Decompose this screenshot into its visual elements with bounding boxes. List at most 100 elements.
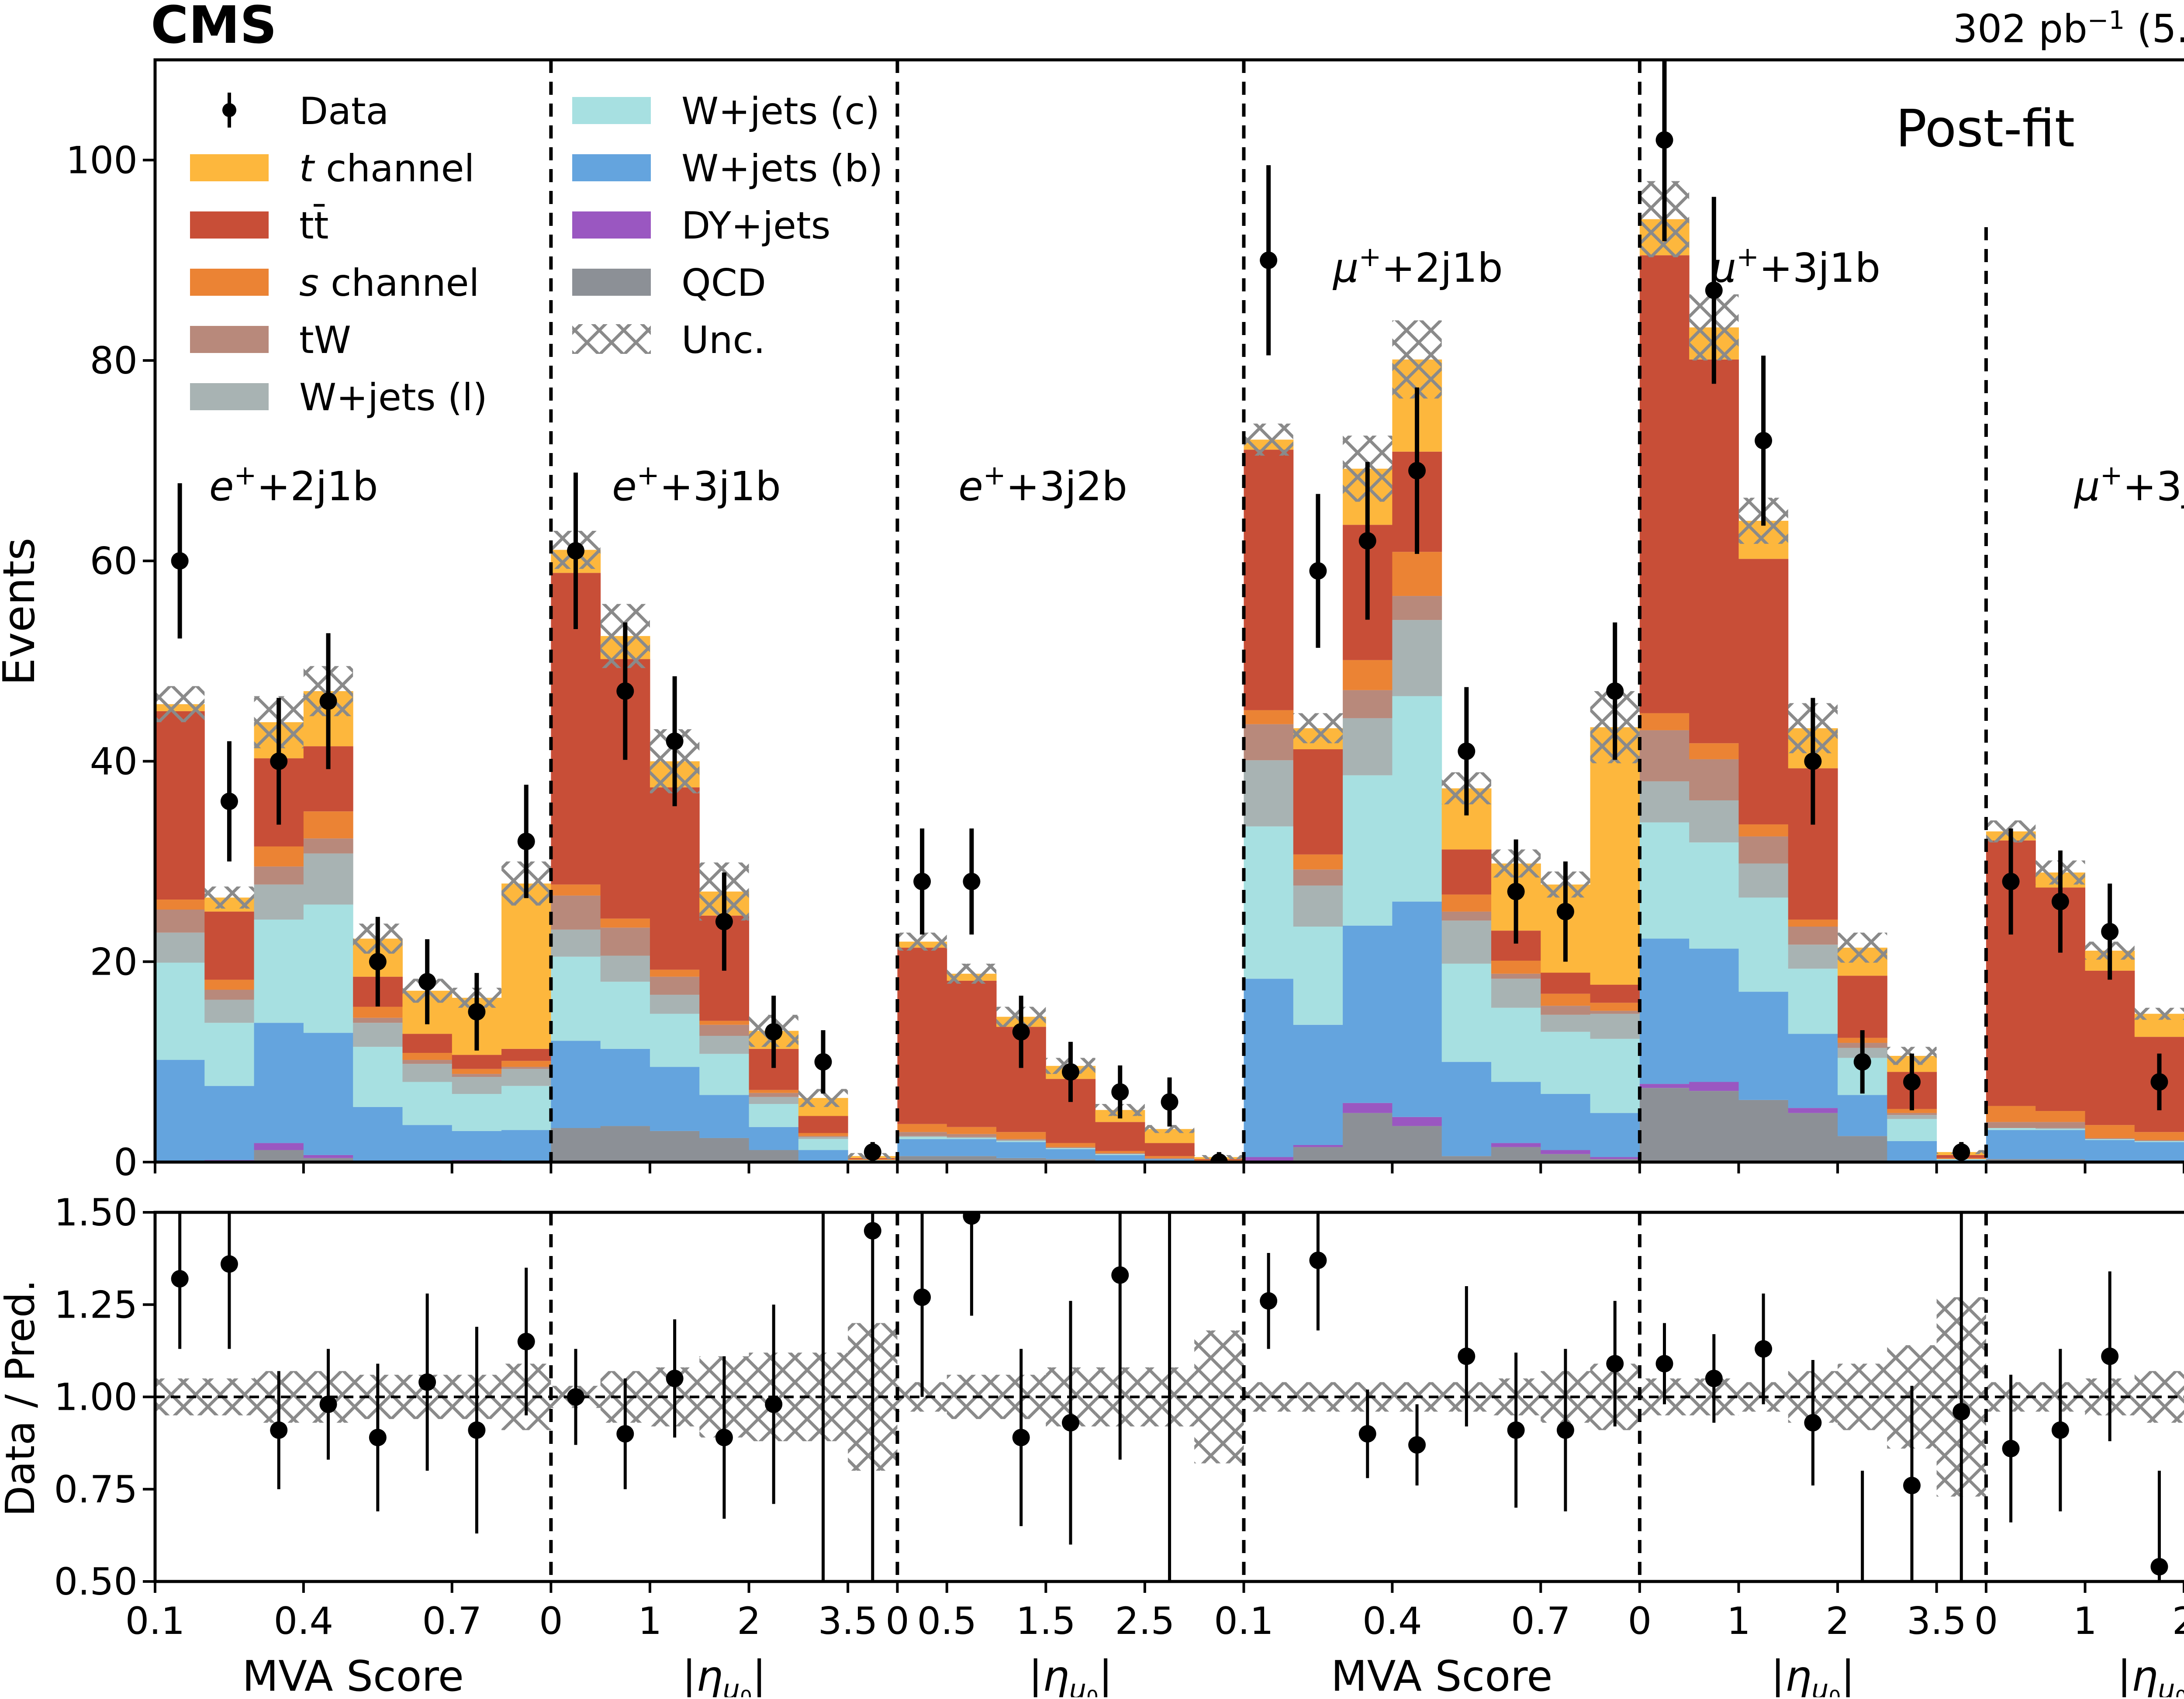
stack-bar-w-jets-c- — [1491, 1007, 1541, 1082]
stack-bar-tt- — [1689, 359, 1739, 744]
stack-bar-w-jets-b- — [1689, 948, 1739, 1082]
data-point — [1061, 1063, 1079, 1081]
stack-bar-tw — [897, 1132, 947, 1136]
stack-bar-tw — [1293, 869, 1343, 886]
stack-bar-w-jets-c- — [1590, 1038, 1640, 1113]
stack-bar-tw — [1144, 1158, 1195, 1159]
x-axis-label: |ηu0| — [1029, 1652, 1113, 1697]
ratio-point — [1705, 1370, 1723, 1388]
ratio-point — [468, 1421, 486, 1439]
y-tick-label: 0 — [114, 1141, 138, 1184]
stack-bar-s-channel — [1046, 1143, 1096, 1147]
legend-entry: Unc. — [572, 318, 765, 362]
ratio-uncertainty-band — [204, 1378, 254, 1415]
stack-bar-tw — [551, 895, 601, 930]
legend-label: s channel — [299, 261, 479, 305]
stack-bar-s-channel — [1541, 993, 1591, 1006]
stack-bar-s-channel — [1738, 824, 1789, 837]
stack-bar-tt- — [1441, 849, 1492, 895]
stack-bar-tt- — [1244, 450, 1294, 710]
stack-bar-tt- — [204, 911, 255, 980]
ratio-point — [369, 1429, 387, 1446]
region-2-stack — [551, 531, 898, 1162]
ratio-point — [2051, 1421, 2069, 1439]
stack-bar-w-jets-c- — [798, 1139, 848, 1150]
stack-bar-qcd — [303, 1158, 353, 1162]
stack-bar-w-jets-b- — [1293, 1024, 1343, 1145]
stack-bar-tw — [1343, 690, 1393, 718]
x-tick-label: 0 — [1974, 1599, 1998, 1643]
data-point — [2002, 872, 2020, 890]
region-5-stack — [1639, 181, 1987, 1162]
x-tick-label: 0 — [885, 1599, 909, 1643]
stack-bar-w-jets-l- — [1788, 945, 1838, 969]
ratio-y-tick-label: 0.50 — [54, 1560, 138, 1604]
data-point — [1804, 752, 1822, 770]
energy-value: (5.02 TeV) — [2137, 6, 2184, 52]
stack-bar-w-jets-b- — [2035, 1130, 2086, 1159]
legend-label: W+jets (b) — [681, 147, 883, 190]
stack-bar-s-channel — [155, 900, 205, 910]
stack-bar-qcd — [600, 1126, 650, 1162]
x-axis-label: |ηu0| — [682, 1652, 766, 1697]
x-axis-label: |ηu0| — [1771, 1652, 1855, 1697]
legend-swatch-icon — [190, 269, 269, 296]
stack-bar-tw — [650, 976, 700, 995]
y-tick-label: 100 — [66, 138, 138, 182]
stack-bar-s-channel — [452, 1069, 502, 1074]
legend-swatch-icon — [190, 154, 269, 181]
stack-bar-w-jets-l- — [303, 853, 353, 905]
x-tick-label: 0.7 — [1511, 1599, 1571, 1643]
stack-bar-dy-jets — [303, 1155, 353, 1158]
data-point — [517, 833, 535, 851]
data-point — [1111, 1083, 1129, 1101]
stack-bar-qcd — [650, 1131, 700, 1162]
data-point — [1161, 1093, 1178, 1111]
stack-bar-w-jets-c- — [1441, 963, 1492, 1062]
ratio-point — [1458, 1347, 1476, 1365]
stack-bar-s-channel — [1293, 854, 1343, 870]
stack-bar-qcd — [1639, 1088, 1690, 1162]
stack-bar-dy-jets — [254, 1143, 304, 1150]
stack-bar-tt- — [897, 948, 947, 1124]
data-point — [1260, 251, 1278, 269]
legend-entry: W+jets (c) — [572, 90, 880, 133]
data-point — [1309, 562, 1327, 580]
stack-bar-w-jets-b- — [501, 1130, 551, 1162]
stack-bar-w-jets-b- — [749, 1127, 799, 1150]
x-tick-label: 0 — [539, 1599, 563, 1643]
stack-bar-tw — [402, 1060, 453, 1064]
stack-bar-w-jets-b- — [600, 1048, 650, 1126]
stack-bar-w-jets-c- — [2035, 1129, 2086, 1130]
stack-bar-w-jets-l- — [1491, 979, 1541, 1008]
legend-entry: tW — [190, 318, 351, 362]
stack-bar-w-jets-c- — [551, 956, 601, 1041]
stack-bar-w-jets-b- — [2134, 1142, 2184, 1161]
stack-bar-w-jets-l- — [1887, 1115, 1937, 1119]
stack-bar-w-jets-b- — [1343, 925, 1393, 1103]
stack-bar-w-jets-b- — [1887, 1141, 1937, 1161]
stack-bar-s-channel — [254, 846, 304, 867]
stack-bar-w-jets-l- — [1541, 1014, 1591, 1032]
stack-bar-tt- — [1838, 976, 1887, 1038]
stack-bar-t-channel — [1590, 727, 1640, 985]
stack-bar-tw — [1986, 1122, 2036, 1128]
stack-bar-w-jets-c- — [600, 982, 650, 1049]
stack-bar-dy-jets — [1293, 1145, 1343, 1147]
stack-bar-tw — [1541, 1006, 1591, 1015]
stack-bar-w-jets-c- — [749, 1104, 799, 1127]
stack-bar-tt- — [501, 1048, 551, 1061]
ratio-point — [1358, 1425, 1376, 1443]
data-point — [1903, 1073, 1921, 1091]
data-point — [616, 682, 634, 700]
region-4-stack — [1244, 320, 1640, 1162]
experiment-label: CMS — [151, 0, 277, 55]
stack-bar-w-jets-l- — [1738, 863, 1789, 898]
stack-bar-w-jets-b- — [1838, 1095, 1887, 1136]
uncertainty-band — [1838, 932, 1887, 963]
ratio-uncertainty-band — [947, 1374, 997, 1419]
stack-bar-w-jets-b- — [2085, 1140, 2135, 1161]
stack-bar-w-jets-l- — [551, 929, 601, 957]
stack-bar-w-jets-b- — [996, 1142, 1046, 1158]
